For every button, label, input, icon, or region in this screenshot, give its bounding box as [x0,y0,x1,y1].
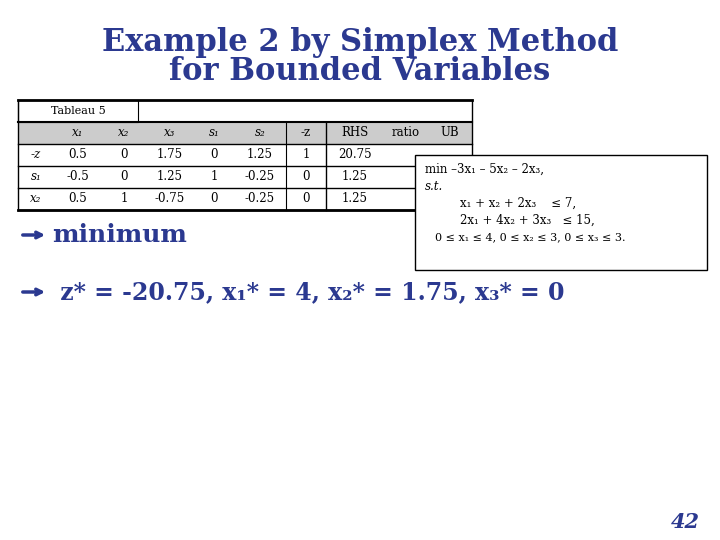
Text: x₃: x₃ [164,126,176,139]
Text: 42: 42 [671,512,700,532]
Text: -z: -z [301,126,311,139]
Text: min –3x₁ – 5x₂ – 2x₃,: min –3x₁ – 5x₂ – 2x₃, [425,163,544,176]
Text: s.t.: s.t. [425,179,444,192]
Text: Example 2 by Simplex Method: Example 2 by Simplex Method [102,26,618,57]
Text: 0.5: 0.5 [68,148,87,161]
Text: 1.75: 1.75 [157,148,183,161]
Text: UB: UB [441,126,459,139]
Text: 1: 1 [302,148,310,161]
Bar [415,155,707,270]
Text: 0: 0 [120,171,127,184]
Text: 1.25: 1.25 [342,171,368,184]
Text: 1.25: 1.25 [342,192,368,206]
Text: 20.75: 20.75 [338,148,372,161]
Bar [18,100,138,122]
Text: 1.25: 1.25 [247,148,273,161]
Text: -0.75: -0.75 [155,192,185,206]
Text: -0.25: -0.25 [245,192,275,206]
Bar [18,122,472,144]
Text: -0.25: -0.25 [245,171,275,184]
Text: x₁ + x₂ + 2x₃    ≤ 7,: x₁ + x₂ + 2x₃ ≤ 7, [460,197,576,210]
Text: Tableau 5: Tableau 5 [50,106,105,116]
Text: 0: 0 [302,171,310,184]
Text: x₂: x₂ [118,126,130,139]
Text: 2x₁ + 4x₂ + 3x₃   ≤ 15,: 2x₁ + 4x₂ + 3x₃ ≤ 15, [460,213,595,226]
Text: 0.5: 0.5 [68,192,87,206]
Text: s₁: s₁ [31,171,41,184]
Text: 0: 0 [210,192,217,206]
Text: s₁: s₁ [209,126,220,139]
Text: -0.5: -0.5 [67,171,89,184]
Text: 0: 0 [120,148,127,161]
Text: -z: -z [31,148,41,161]
Text: ratio: ratio [392,126,420,139]
Text: 0: 0 [302,192,310,206]
Text: x₁: x₁ [72,126,84,139]
Text: RHS: RHS [341,126,369,139]
Text: z* = -20.75, x₁* = 4, x₂* = 1.75, x₃* = 0: z* = -20.75, x₁* = 4, x₂* = 1.75, x₃* = … [52,280,564,304]
Text: 0 ≤ x₁ ≤ 4, 0 ≤ x₂ ≤ 3, 0 ≤ x₃ ≤ 3.: 0 ≤ x₁ ≤ 4, 0 ≤ x₂ ≤ 3, 0 ≤ x₃ ≤ 3. [435,232,626,242]
Text: minimum: minimum [52,223,187,247]
Text: 1: 1 [210,171,217,184]
Text: x₂: x₂ [30,192,42,206]
Text: 1: 1 [120,192,127,206]
Text: s₂: s₂ [255,126,266,139]
Text: 0: 0 [210,148,217,161]
Text: 1.25: 1.25 [157,171,183,184]
Text: for Bounded Variables: for Bounded Variables [169,57,551,87]
